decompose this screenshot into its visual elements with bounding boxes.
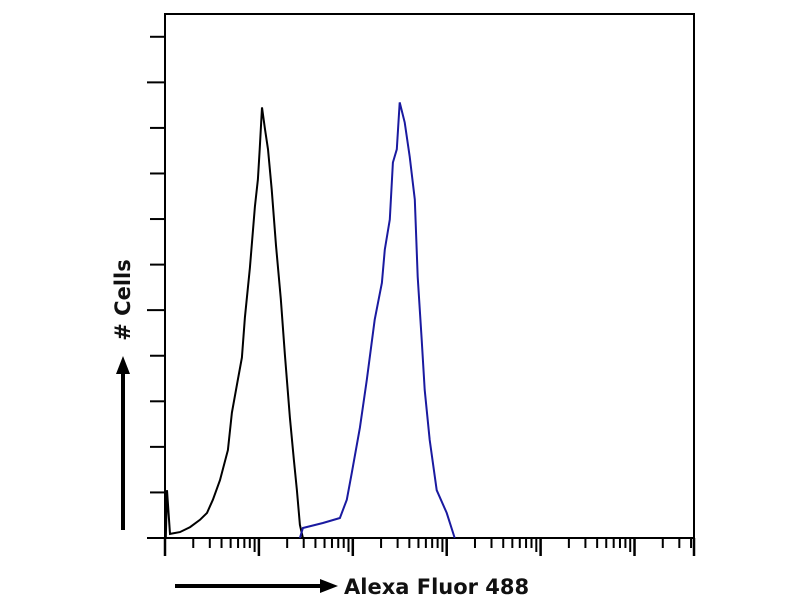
y-axis-ticks xyxy=(147,35,165,539)
series-group xyxy=(164,102,456,539)
x-axis-arrow xyxy=(175,579,338,593)
x-axis-ticks xyxy=(163,538,696,556)
y-axis-arrow xyxy=(116,356,130,530)
y-axis-label: # Cells xyxy=(111,259,135,340)
stained-histogram-line xyxy=(298,102,456,539)
plot-frame xyxy=(164,13,695,539)
control-histogram-line xyxy=(164,107,304,539)
x-axis-label: Alexa Fluor 488 xyxy=(344,575,529,599)
